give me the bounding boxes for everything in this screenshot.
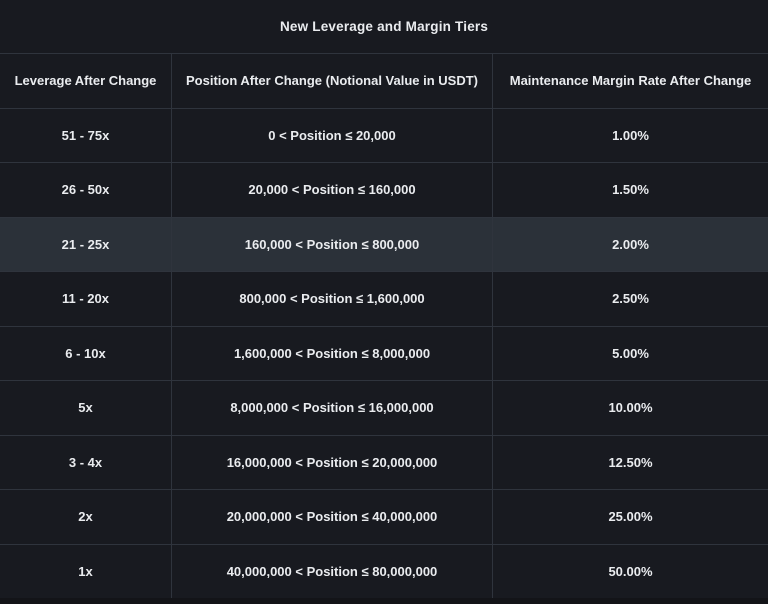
table-body: 51 - 75x 0 < Position ≤ 20,000 1.00% 26 - 5… — [0, 108, 768, 599]
table-row[interactable]: 6 - 10x 1,600,000 < Position ≤ 8,000,000 5… — [0, 326, 768, 381]
table-row[interactable]: 51 - 75x 0 < Position ≤ 20,000 1.00% — [0, 108, 768, 163]
leverage-cell: 21 - 25x — [0, 217, 172, 271]
table-row[interactable]: 11 - 20x 800,000 < Position ≤ 1,600,000 2.… — [0, 272, 768, 327]
margin-rate-cell: 12.50% — [608, 454, 653, 470]
position-cell: 8,000,000 < Position ≤ 16,000,000 — [172, 381, 493, 435]
table-row[interactable]: 2x 20,000,000 < Position ≤ 40,000,000 25.0… — [0, 490, 768, 545]
leverage-cell: 11 - 20x — [0, 272, 172, 326]
position-cell: 0 < Position ≤ 20,000 — [172, 108, 493, 162]
table-row[interactable]: 3 - 4x 16,000,000 < Position ≤ 20,000,000… — [0, 435, 768, 490]
margin-rate-cell: 50.00% — [608, 563, 653, 579]
position-cell: 800,000 < Position ≤ 1,600,000 — [172, 272, 493, 326]
table-header-row: Leverage After Change Position After Cha… — [0, 54, 768, 109]
leverage-cell: 26 - 50x — [0, 163, 172, 217]
table-row[interactable]: 1x 40,000,000 < Position ≤ 80,000,000 50.0… — [0, 544, 768, 599]
margin-rate-cell: 25.00% — [608, 509, 653, 525]
leverage-cell: 51 - 75x — [0, 108, 172, 162]
margin-rate-cell: 2.00% — [612, 236, 649, 252]
tiers-table: Leverage After Change Position After Cha… — [0, 53, 768, 599]
margin-rate-cell: 5.00% — [612, 345, 649, 361]
column-header-leverage: Leverage After Change — [0, 54, 172, 108]
margin-rate-cell: 2.50% — [612, 291, 649, 307]
position-cell: 16,000,000 < Position ≤ 20,000,000 — [172, 435, 493, 489]
leverage-cell: 6 - 10x — [0, 326, 172, 380]
leverage-cell: 2x — [0, 490, 172, 544]
column-header-margin-rate: Maintenance Margin Rate After Change — [509, 73, 752, 89]
page-title: New Leverage and Margin Tiers — [279, 19, 489, 34]
margin-rate-cell: 1.50% — [612, 182, 649, 198]
leverage-cell: 3 - 4x — [0, 435, 172, 489]
position-cell: 1,600,000 < Position ≤ 8,000,000 — [172, 326, 493, 380]
table-row[interactable]: 5x 8,000,000 < Position ≤ 16,000,000 10.00… — [0, 381, 768, 436]
leverage-cell: 1x — [0, 544, 172, 598]
bottom-strip — [0, 598, 768, 604]
position-cell: 40,000,000 < Position ≤ 80,000,000 — [172, 544, 493, 598]
table-row[interactable]: 26 - 50x 20,000 < Position ≤ 160,000 1.50% — [0, 163, 768, 218]
leverage-cell: 5x — [0, 381, 172, 435]
position-cell: 20,000 < Position ≤ 160,000 — [172, 163, 493, 217]
column-header-position: Position After Change (Notional Value in… — [172, 54, 493, 108]
table-row[interactable]: 21 - 25x 160,000 < Position ≤ 800,000 2.00… — [0, 217, 768, 272]
position-cell: 20,000,000 < Position ≤ 40,000,000 — [172, 490, 493, 544]
position-cell: 160,000 < Position ≤ 800,000 — [172, 217, 493, 271]
margin-rate-cell: 10.00% — [608, 400, 653, 416]
margin-rate-cell: 1.00% — [612, 127, 649, 143]
